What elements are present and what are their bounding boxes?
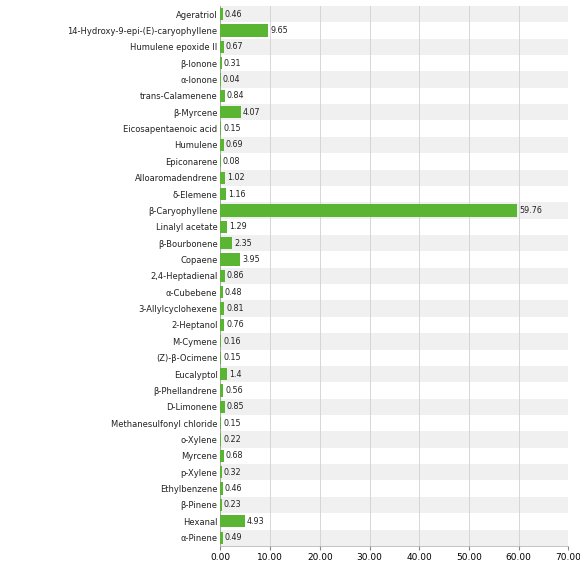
Bar xyxy=(220,415,568,431)
Text: 0.86: 0.86 xyxy=(227,271,244,281)
Bar xyxy=(220,382,568,399)
Text: 0.15: 0.15 xyxy=(223,124,241,133)
Bar xyxy=(220,483,223,495)
Text: 0.22: 0.22 xyxy=(223,435,241,444)
Bar xyxy=(220,532,223,544)
Text: 0.46: 0.46 xyxy=(224,9,242,19)
Text: 0.23: 0.23 xyxy=(223,501,241,510)
Text: 0.85: 0.85 xyxy=(227,402,244,411)
Bar xyxy=(220,22,568,39)
Bar xyxy=(220,237,232,249)
Bar xyxy=(220,529,568,546)
Bar xyxy=(220,513,568,529)
Bar xyxy=(220,401,224,413)
Bar xyxy=(220,301,568,317)
Bar xyxy=(220,515,245,528)
Bar xyxy=(220,24,269,36)
Bar xyxy=(220,139,224,151)
Bar xyxy=(220,87,568,104)
Text: 0.15: 0.15 xyxy=(223,353,241,362)
Bar xyxy=(220,480,568,497)
Text: 2.35: 2.35 xyxy=(234,239,252,248)
Bar xyxy=(220,319,224,331)
Bar xyxy=(220,171,226,184)
Bar xyxy=(220,8,223,20)
Text: 0.32: 0.32 xyxy=(224,468,242,477)
Bar xyxy=(220,317,568,333)
Bar xyxy=(220,448,568,464)
Text: 1.4: 1.4 xyxy=(229,370,242,379)
Bar xyxy=(220,499,222,511)
Text: 0.46: 0.46 xyxy=(224,484,242,493)
Bar xyxy=(220,464,568,480)
Bar xyxy=(220,57,222,69)
Bar xyxy=(220,417,221,429)
Text: 0.81: 0.81 xyxy=(226,304,244,313)
Bar xyxy=(220,284,568,301)
Bar xyxy=(220,41,224,53)
Text: 0.15: 0.15 xyxy=(223,419,241,428)
Bar xyxy=(220,90,224,102)
Text: 1.29: 1.29 xyxy=(229,222,246,231)
Text: 0.08: 0.08 xyxy=(223,157,240,166)
Bar xyxy=(220,221,227,233)
Text: 1.02: 1.02 xyxy=(227,173,245,182)
Bar xyxy=(220,204,517,217)
Bar xyxy=(220,218,568,235)
Text: 0.31: 0.31 xyxy=(224,59,241,68)
Text: 3.95: 3.95 xyxy=(242,255,260,264)
Bar xyxy=(220,450,224,462)
Text: 0.84: 0.84 xyxy=(227,92,244,100)
Bar xyxy=(220,286,223,298)
Bar xyxy=(220,203,568,218)
Bar xyxy=(220,6,568,22)
Bar xyxy=(220,366,568,382)
Bar xyxy=(220,368,227,380)
Bar xyxy=(220,335,221,348)
Bar xyxy=(220,106,241,119)
Bar xyxy=(220,55,568,72)
Bar xyxy=(220,254,240,266)
Text: 0.48: 0.48 xyxy=(225,288,242,297)
Bar xyxy=(220,384,223,397)
Bar xyxy=(220,497,568,513)
Bar xyxy=(220,170,568,186)
Text: 4.07: 4.07 xyxy=(242,108,260,117)
Text: 0.67: 0.67 xyxy=(226,42,244,51)
Bar xyxy=(220,270,224,282)
Bar xyxy=(220,120,568,137)
Bar xyxy=(220,39,568,55)
Text: 0.04: 0.04 xyxy=(223,75,240,84)
Bar xyxy=(220,123,221,135)
Bar xyxy=(220,466,222,478)
Bar xyxy=(220,268,568,284)
Bar xyxy=(220,186,568,203)
Text: 0.69: 0.69 xyxy=(226,140,244,150)
Bar xyxy=(220,349,568,366)
Bar xyxy=(220,399,568,415)
Text: 1.16: 1.16 xyxy=(228,190,246,198)
Bar xyxy=(220,137,568,153)
Bar xyxy=(220,251,568,268)
Bar xyxy=(220,188,226,200)
Bar xyxy=(220,333,568,349)
Text: 4.93: 4.93 xyxy=(247,517,264,526)
Text: 0.68: 0.68 xyxy=(226,451,243,460)
Bar xyxy=(220,235,568,251)
Text: 0.76: 0.76 xyxy=(226,321,244,329)
Bar xyxy=(220,72,568,87)
Bar xyxy=(220,153,568,170)
Text: 0.56: 0.56 xyxy=(225,386,243,395)
Bar xyxy=(220,433,222,446)
Bar xyxy=(220,431,568,448)
Text: 0.16: 0.16 xyxy=(223,337,241,346)
Bar xyxy=(220,302,224,315)
Bar xyxy=(220,352,221,364)
Bar xyxy=(220,104,568,120)
Text: 0.49: 0.49 xyxy=(225,533,242,542)
Text: 9.65: 9.65 xyxy=(270,26,288,35)
Text: 59.76: 59.76 xyxy=(520,206,542,215)
